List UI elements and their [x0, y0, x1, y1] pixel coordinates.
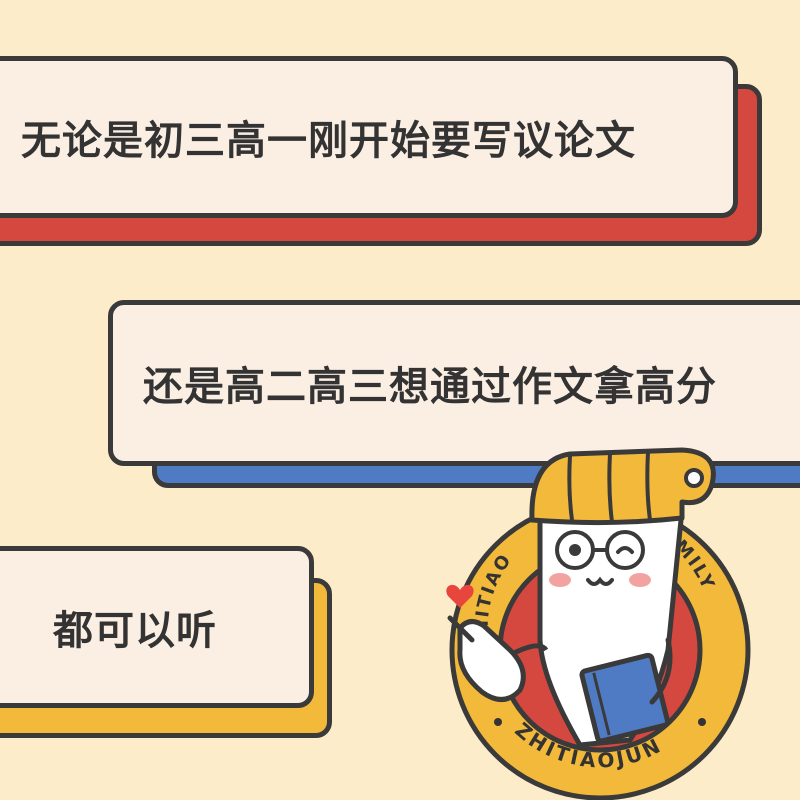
- card-2-text: 还是高二高三想通过作文拿高分: [143, 364, 717, 410]
- badge-dot-left: [494, 718, 502, 726]
- blush-right: [629, 573, 651, 587]
- mascot-hair: [529, 447, 716, 526]
- heart-icon: [446, 584, 474, 608]
- eye-left: [569, 544, 581, 556]
- blush-left: [549, 573, 571, 587]
- card-1: 无论是初三高一刚开始要写议论文: [0, 56, 738, 218]
- card-3: 都可以听: [0, 546, 314, 708]
- card-3-text: 都可以听: [53, 608, 217, 654]
- card-2: 还是高二高三想通过作文拿高分: [108, 300, 800, 466]
- eye-wink: [616, 546, 634, 554]
- mascot-mouth: [586, 576, 614, 586]
- mascot-badge-logo: ZHITIAO FAMILY ZHITIAOJUN: [446, 447, 751, 800]
- badge-dot-right: [698, 718, 706, 726]
- mascot-hand: [457, 619, 526, 702]
- card-1-text: 无论是初三高一刚开始要写议论文: [21, 118, 636, 164]
